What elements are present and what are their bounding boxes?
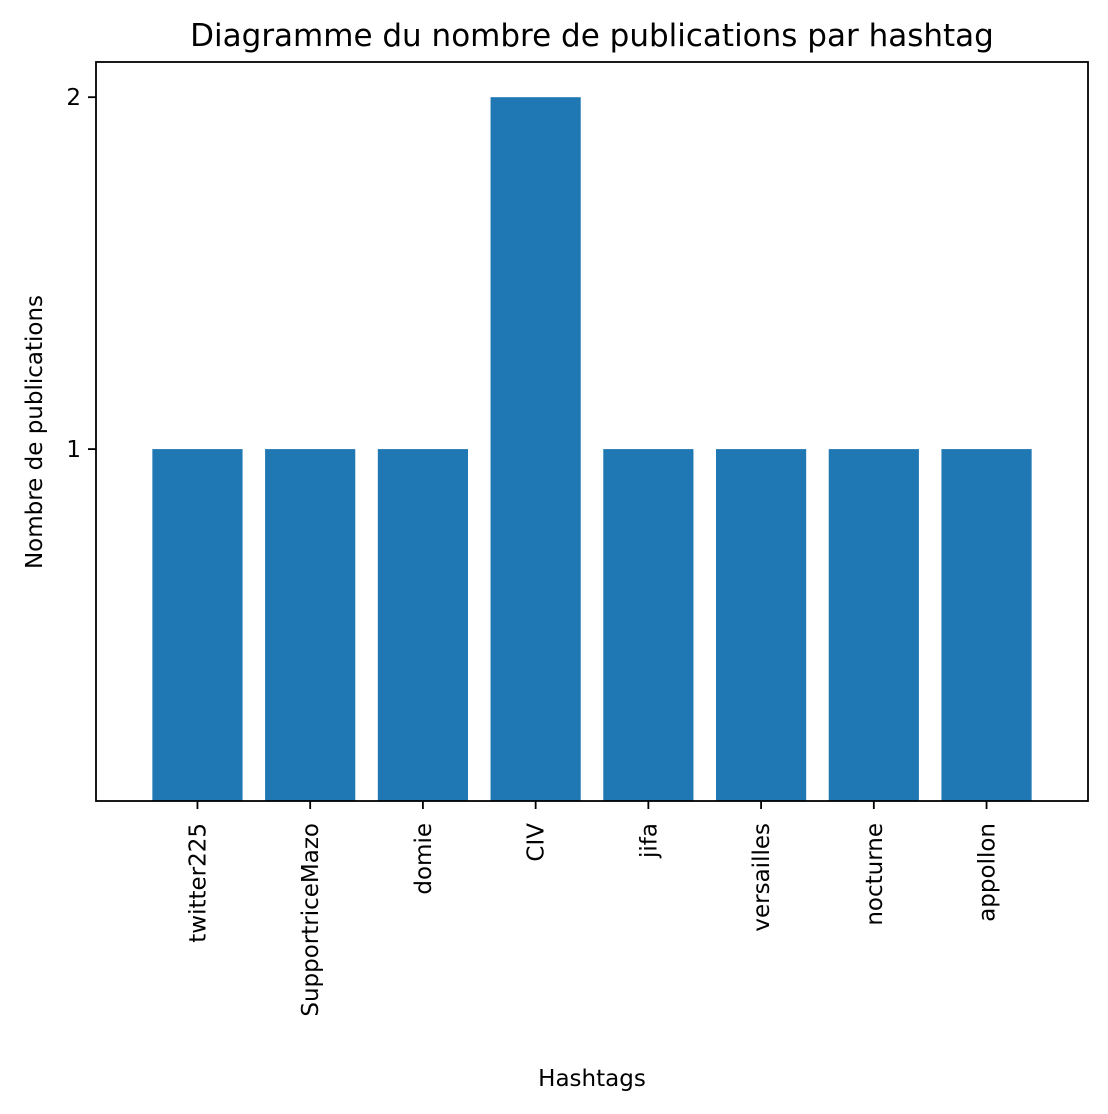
y-tick-label: 1 (66, 437, 81, 463)
bar-appollon (941, 449, 1032, 801)
bar-domie (377, 449, 468, 801)
bar-SupportriceMazo (265, 449, 356, 801)
bar-jifa (603, 449, 694, 801)
x-tick-label: appollon (975, 823, 1001, 922)
x-tick-label: nocturne (862, 823, 888, 926)
chart-title: Diagramme du nombre de publications par … (190, 18, 994, 54)
bar-nocturne (828, 449, 919, 801)
x-axis-label: Hashtags (538, 1066, 646, 1092)
y-tick-label: 2 (66, 85, 81, 111)
plot-area: twitter225 SupportriceMazo domie CIV jifa ver… (66, 85, 1032, 1017)
bar-CIV (490, 97, 581, 801)
bar-twitter225 (152, 449, 243, 801)
x-tick-label: versailles (749, 823, 775, 932)
x-tick-label: domie (411, 823, 437, 895)
x-tick-label: twitter225 (185, 823, 211, 943)
bar-versailles (716, 449, 807, 801)
y-axis-label: Nombre de publications (22, 295, 48, 569)
x-tick-label: jifa (636, 823, 662, 859)
plot-frame (95, 61, 1089, 802)
x-tick-label: CIV (524, 823, 550, 862)
x-tick-label: SupportriceMazo (298, 823, 324, 1017)
